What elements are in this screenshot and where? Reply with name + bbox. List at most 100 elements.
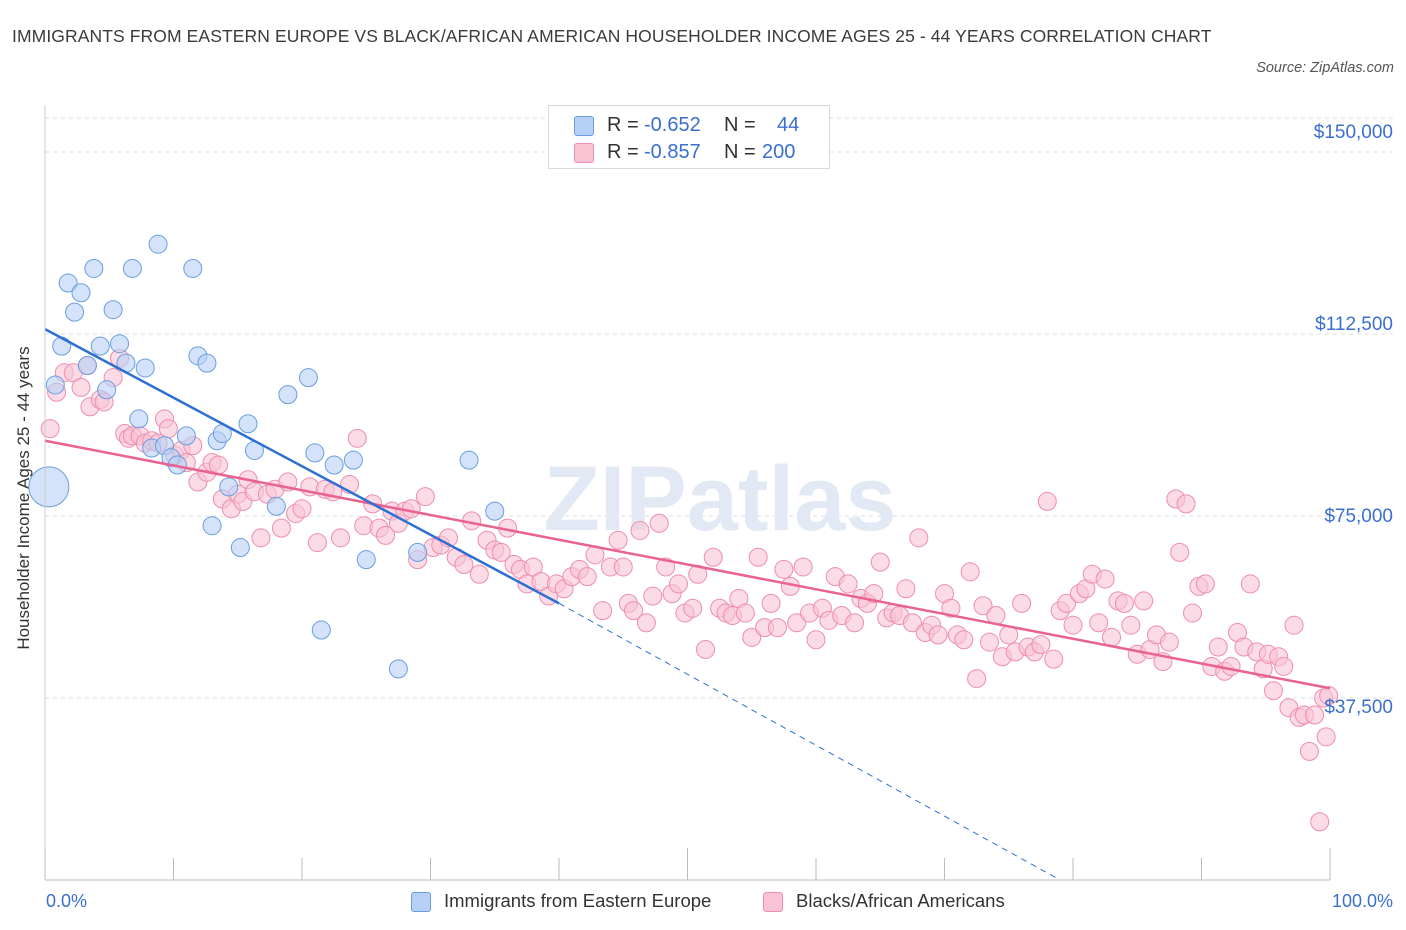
black-african-american-point: [523, 557, 543, 577]
black-african-american-point: [1208, 637, 1228, 657]
legend-r-label: R =: [607, 114, 639, 136]
black-african-american-point: [1063, 615, 1083, 635]
black-african-american-point: [1284, 615, 1304, 635]
eastern-europe-point: [129, 409, 149, 429]
axes: [44, 105, 1331, 881]
black-african-american-point: [870, 552, 890, 572]
eastern-europe-point: [52, 336, 72, 356]
black-african-american-point: [454, 555, 474, 575]
data-points: [28, 234, 1339, 832]
black-african-american-point: [307, 533, 327, 553]
black-african-american-point: [761, 593, 781, 613]
black-african-american-point: [1316, 727, 1336, 747]
black-african-american-point: [1319, 686, 1339, 706]
black-african-american-point: [491, 542, 511, 562]
black-african-american-point: [251, 528, 271, 548]
black-african-american-point: [902, 613, 922, 633]
black-african-american-point: [973, 596, 993, 616]
black-african-american-point: [1305, 705, 1325, 725]
black-african-american-point: [845, 613, 865, 633]
black-african-american-point: [774, 559, 794, 579]
eastern-europe-point: [71, 283, 91, 303]
eastern-europe-point: [230, 538, 250, 558]
black-african-american-point: [1114, 593, 1134, 613]
black-african-american-point: [649, 513, 669, 533]
x-tick-label-max: 100.0%: [1331, 891, 1393, 911]
black-african-american-point: [71, 377, 91, 397]
black-african-american-point: [1176, 494, 1196, 514]
eastern-europe-point: [183, 258, 203, 278]
series1-swatch: [574, 116, 594, 136]
black-african-american-point: [1221, 656, 1241, 676]
black-african-american-point: [401, 499, 421, 519]
black-african-american-point: [928, 625, 948, 645]
eastern-europe-point: [148, 234, 168, 254]
black-african-american-point: [838, 574, 858, 594]
black-african-american-point: [864, 584, 884, 604]
eastern-europe-point: [305, 443, 325, 463]
black-african-american-point: [1044, 649, 1064, 669]
y-tick-label: $75,000: [1324, 506, 1393, 527]
eastern-europe-point: [219, 477, 239, 497]
black-african-american-point: [643, 586, 663, 606]
eastern-europe-point: [45, 375, 65, 395]
black-african-american-point: [415, 487, 435, 507]
eastern-europe-point: [356, 550, 376, 570]
black-african-american-point: [1170, 542, 1190, 562]
black-african-american-point: [669, 574, 689, 594]
black-african-american-point: [967, 669, 987, 689]
legend-n-label: N =: [724, 141, 756, 163]
eastern-europe-point: [388, 659, 408, 679]
chart-title: IMMIGRANTS FROM EASTERN EUROPE VS BLACK/…: [12, 26, 1212, 46]
eastern-europe-point: [122, 258, 142, 278]
black-african-american-point: [158, 419, 178, 439]
black-african-american-point: [960, 562, 980, 582]
black-african-american-point: [683, 598, 703, 618]
eastern-europe-point: [197, 353, 217, 373]
black-african-american-point: [742, 627, 762, 647]
eastern-europe-point: [97, 380, 117, 400]
eastern-europe-point: [65, 302, 85, 322]
eastern-europe-point: [485, 501, 505, 521]
black-african-american-point: [1195, 574, 1215, 594]
series2-swatch: [763, 892, 783, 912]
eastern-europe-point: [408, 542, 428, 562]
black-african-american-point: [1095, 569, 1115, 589]
correlation-legend: R = -0.652 N = 44 R = -0.857 N = 200: [548, 105, 830, 169]
black-african-american-point: [1037, 491, 1057, 511]
black-african-american-point: [1089, 613, 1109, 633]
y-tick-label: $37,500: [1324, 697, 1393, 718]
legend-r-value: -0.652: [644, 114, 701, 136]
black-african-american-trend-line: [44, 439, 1331, 690]
eastern-europe-point: [110, 334, 130, 354]
black-african-american-point: [787, 613, 807, 633]
black-african-american-point: [636, 613, 656, 633]
black-african-american-point: [767, 618, 787, 638]
eastern-europe-point: [103, 300, 123, 320]
series2-swatch: [574, 143, 594, 163]
watermark: ZIPatlas: [544, 448, 897, 550]
eastern-europe-trend-line: [44, 328, 560, 605]
eastern-europe-point: [343, 450, 363, 470]
black-african-american-point: [1310, 812, 1330, 832]
black-african-american-point: [1183, 603, 1203, 623]
series1-name: Immigrants from Eastern Europe: [444, 890, 712, 911]
black-african-american-point: [688, 564, 708, 584]
eastern-europe-point: [238, 414, 258, 434]
black-african-american-point: [1057, 593, 1077, 613]
black-african-american-point: [271, 518, 291, 538]
black-african-american-point: [347, 428, 367, 448]
black-african-american-point: [748, 547, 768, 567]
source-label: Source: ZipAtlas.com: [1256, 60, 1394, 76]
black-african-american-point: [703, 547, 723, 567]
black-african-american-point: [630, 521, 650, 541]
black-african-american-point: [1159, 632, 1179, 652]
eastern-europe-point: [202, 516, 222, 536]
black-african-american-point: [331, 528, 351, 548]
eastern-europe-point: [266, 496, 286, 516]
black-african-american-point: [793, 557, 813, 577]
eastern-europe-point: [90, 336, 110, 356]
series2-name: Blacks/African Americans: [796, 890, 1005, 911]
eastern-europe-point: [278, 385, 298, 405]
